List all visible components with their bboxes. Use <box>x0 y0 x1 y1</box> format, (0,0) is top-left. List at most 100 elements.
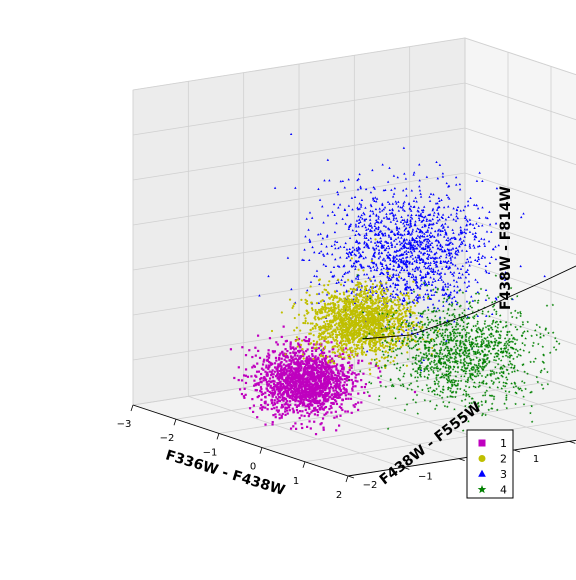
data-point <box>273 380 276 383</box>
data-point <box>308 389 311 392</box>
data-point <box>373 268 376 271</box>
data-point <box>273 407 276 410</box>
data-point <box>369 240 373 243</box>
data-point <box>440 278 443 281</box>
data-point <box>289 132 293 136</box>
data-point <box>409 250 413 253</box>
data-point <box>307 343 311 346</box>
data-point <box>331 210 334 213</box>
data-point <box>471 299 475 302</box>
data-point <box>295 384 298 387</box>
data-point <box>276 369 279 372</box>
data-point <box>326 385 329 388</box>
data-point <box>353 253 356 256</box>
data-point <box>310 393 313 396</box>
data-point <box>283 403 286 406</box>
data-point <box>311 349 314 353</box>
data-point <box>337 303 340 307</box>
data-point <box>404 241 407 244</box>
data-point <box>328 367 331 370</box>
data-point <box>411 248 415 251</box>
data-point <box>358 333 361 336</box>
data-point <box>292 410 295 413</box>
data-point <box>378 340 381 343</box>
data-point <box>385 287 388 291</box>
data-point <box>416 256 420 259</box>
data-point <box>342 346 345 350</box>
data-point <box>405 187 408 190</box>
data-point <box>447 259 450 263</box>
data-point <box>387 233 391 237</box>
data-point <box>309 370 312 373</box>
data-point <box>325 293 329 296</box>
data-point <box>429 269 433 272</box>
data-point <box>425 346 428 350</box>
data-point <box>354 403 357 406</box>
data-point <box>414 255 417 259</box>
data-point <box>391 213 395 216</box>
data-point <box>436 202 439 205</box>
data-point <box>311 354 314 358</box>
data-point <box>339 393 342 397</box>
data-point <box>379 314 382 317</box>
data-point <box>374 238 377 241</box>
data-point <box>357 251 361 254</box>
data-point <box>514 347 518 351</box>
data-point <box>302 351 305 354</box>
data-point <box>393 296 397 299</box>
data-point <box>368 362 371 365</box>
data-point <box>442 304 445 307</box>
data-point <box>414 267 417 270</box>
data-point <box>360 379 363 382</box>
data-point <box>433 257 437 260</box>
data-point <box>302 391 305 394</box>
data-point <box>316 409 319 412</box>
data-point <box>320 317 323 320</box>
data-point <box>342 265 345 268</box>
data-point <box>396 293 399 296</box>
data-point <box>419 258 422 262</box>
data-point <box>445 193 449 197</box>
data-point <box>391 322 394 325</box>
data-point <box>377 314 380 317</box>
data-point <box>487 240 491 243</box>
data-point <box>394 213 397 216</box>
data-point <box>456 205 460 209</box>
data-point <box>279 361 282 364</box>
data-point <box>391 301 394 304</box>
data-point <box>463 235 466 238</box>
data-point <box>369 203 373 206</box>
data-point <box>321 401 324 404</box>
data-point <box>318 251 321 254</box>
data-point <box>327 313 330 317</box>
data-point <box>370 204 373 208</box>
data-point <box>324 357 327 360</box>
data-point <box>278 417 281 420</box>
data-point <box>286 354 289 358</box>
data-point <box>433 253 436 256</box>
data-point <box>476 280 479 284</box>
data-point <box>278 375 281 378</box>
data-point <box>314 406 317 409</box>
data-point <box>278 369 281 373</box>
data-point <box>357 248 360 251</box>
data-point <box>375 214 378 217</box>
data-point <box>305 357 308 361</box>
data-point <box>371 292 374 295</box>
data-point <box>254 374 257 377</box>
data-point <box>481 309 485 313</box>
data-point <box>381 271 384 274</box>
data-point <box>316 233 320 236</box>
data-point <box>394 222 397 225</box>
data-point <box>372 212 375 215</box>
data-point <box>293 398 296 401</box>
data-point <box>379 236 382 240</box>
data-point <box>374 353 377 356</box>
data-point <box>312 365 315 369</box>
data-point <box>393 299 396 302</box>
data-point <box>301 398 304 401</box>
data-point <box>367 276 370 279</box>
data-point <box>390 333 393 336</box>
data-point <box>368 345 372 348</box>
data-point <box>371 196 375 200</box>
